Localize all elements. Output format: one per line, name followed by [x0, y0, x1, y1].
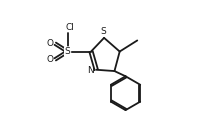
Text: S: S — [100, 28, 106, 36]
Text: Cl: Cl — [66, 22, 75, 32]
Text: N: N — [87, 66, 94, 75]
Text: O: O — [47, 55, 54, 64]
Text: CH₃: CH₃ — [0, 132, 1, 133]
Text: S: S — [65, 47, 70, 56]
Text: O: O — [47, 39, 54, 48]
